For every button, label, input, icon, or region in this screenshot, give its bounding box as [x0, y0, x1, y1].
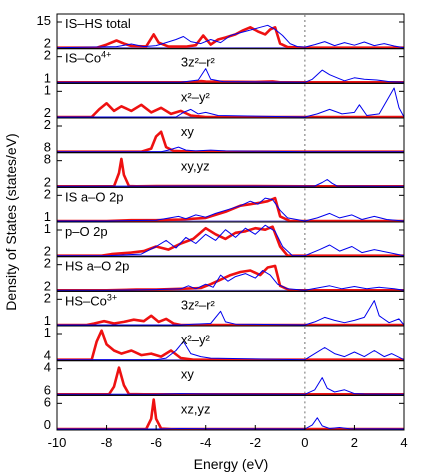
series-red-curve: [57, 314, 404, 327]
orbital-annotation: 3z²–r²: [181, 297, 216, 312]
y-tick-label: 2: [44, 174, 51, 189]
panel-1: 15 2 IS–HS total: [37, 13, 405, 51]
y-tick-label: 6: [44, 382, 51, 397]
panel-label: HS–Co3+: [65, 292, 117, 308]
orbital-annotation: xy: [181, 124, 195, 139]
series-blue-curve: [57, 300, 405, 326]
series-red-curve: [57, 398, 404, 431]
panels-layer: 15 2 IS–HS total 2 1 IS–Co4+ 3z²–r² 1 2 x²–y² 2 8 xy…: [37, 13, 405, 432]
x-tick-label: -10: [48, 435, 67, 450]
panel-12: 6 0 xz,yz: [44, 394, 405, 432]
panel-label: IS–HS total: [65, 16, 131, 31]
y-tick-label: 8: [44, 152, 51, 167]
panel-label-superscript: 4+: [101, 50, 111, 60]
x-tick-label: -2: [250, 435, 262, 450]
y-tick-label: 2: [44, 256, 51, 271]
y-tick-label: 6: [44, 394, 51, 409]
panel-label-superscript: 3+: [107, 292, 117, 302]
y-tick-label: 1: [44, 82, 51, 97]
series-red-curve: [57, 366, 404, 396]
x-tick-label: 4: [400, 435, 407, 450]
y-tick-label: 1: [44, 70, 51, 85]
y-tick-label: 2: [44, 36, 51, 51]
panel-frame: [56, 152, 405, 188]
series-blue-curve: [57, 340, 405, 361]
y-tick-label: 2: [44, 290, 51, 305]
orbital-annotation: xy,yz: [181, 159, 210, 174]
y-axis-label: Density of States (states/eV): [3, 133, 19, 310]
series-red-curve: [57, 157, 404, 188]
panel-frame: [56, 394, 405, 431]
series-blue-curve: [56, 179, 405, 187]
y-tick-label: 4: [44, 360, 51, 375]
panel-label: IS–Co4+: [65, 50, 111, 66]
panel-3: 1 2 x²–y²: [44, 82, 405, 120]
panel-label: p–O 2p: [65, 224, 108, 239]
series-blue-curve: [57, 87, 405, 118]
series-blue-curve: [57, 270, 405, 291]
panel-label: IS a–O 2p: [65, 189, 124, 204]
y-tick-label: 1: [44, 221, 51, 236]
x-tick-label: -6: [150, 435, 162, 450]
orbital-annotation: xz,yz: [181, 401, 211, 416]
orbital-annotation: xy: [181, 367, 195, 382]
x-axis-label: Energy (eV): [194, 456, 269, 472]
panel-8: 2 2 HS a–O 2p: [44, 256, 405, 293]
orbital-annotation: 3z²–r²: [181, 55, 216, 70]
panel-frame: [56, 325, 405, 362]
y-tick-label: 2: [44, 278, 51, 293]
panel-7: 1 2 p–O 2p: [44, 221, 405, 259]
x-tick-label: -4: [200, 435, 212, 450]
panel-label: HS a–O 2p: [65, 259, 129, 274]
series-blue-curve: [57, 377, 405, 395]
panel-6: 2 1 IS a–O 2p: [44, 186, 405, 224]
panel-2: 2 1 IS–Co4+ 3z²–r²: [44, 48, 405, 85]
y-tick-label: 1: [44, 313, 51, 328]
y-tick-label: 2: [44, 48, 51, 63]
x-tick-label: -8: [101, 435, 113, 450]
x-tick-label: 0: [301, 435, 308, 450]
series-blue-curve: [57, 417, 405, 430]
y-tick-label: 8: [44, 140, 51, 155]
series-blue-curve: [56, 24, 405, 49]
series-blue-curve: [57, 68, 405, 83]
y-tick-label: 0: [44, 417, 51, 432]
orbital-annotation: x²–y²: [181, 332, 211, 347]
y-tick-label: 2: [44, 186, 51, 201]
y-tick-label: 2: [44, 244, 51, 259]
orbital-annotation: x²–y²: [181, 89, 211, 104]
series-blue-curve: [57, 146, 404, 153]
series-blue-curve: [57, 224, 405, 257]
x-tick-label: 2: [351, 435, 358, 450]
y-tick-label: 15: [37, 13, 51, 28]
y-tick-label: 4: [44, 348, 51, 363]
panel-5: 8 2 xy,yz: [44, 152, 405, 189]
y-tick-label: 1: [44, 325, 51, 340]
series-red-curve: [57, 329, 404, 362]
x-axis: -10 -8 -6 -4 -2 0 2 4: [48, 425, 408, 450]
panel-frame: [56, 360, 405, 396]
series-red-curve: [57, 102, 404, 119]
panel-11: 4 6 xy: [44, 360, 405, 397]
y-tick-label: 2: [44, 117, 51, 132]
y-tick-label: 1: [44, 209, 51, 224]
panel-frame: [56, 117, 405, 154]
panel-10: 1 4 x²–y²: [44, 325, 405, 363]
series-blue-curve: [57, 197, 405, 222]
panel-4: 2 8 xy: [44, 117, 405, 155]
panel-frame: [56, 221, 405, 258]
y-tick-label: 2: [44, 105, 51, 120]
series-red-curve: [57, 225, 404, 257]
panel-9: 2 1 HS–Co3+ 3z²–r²: [44, 290, 405, 328]
series-red-curve: [57, 130, 404, 153]
